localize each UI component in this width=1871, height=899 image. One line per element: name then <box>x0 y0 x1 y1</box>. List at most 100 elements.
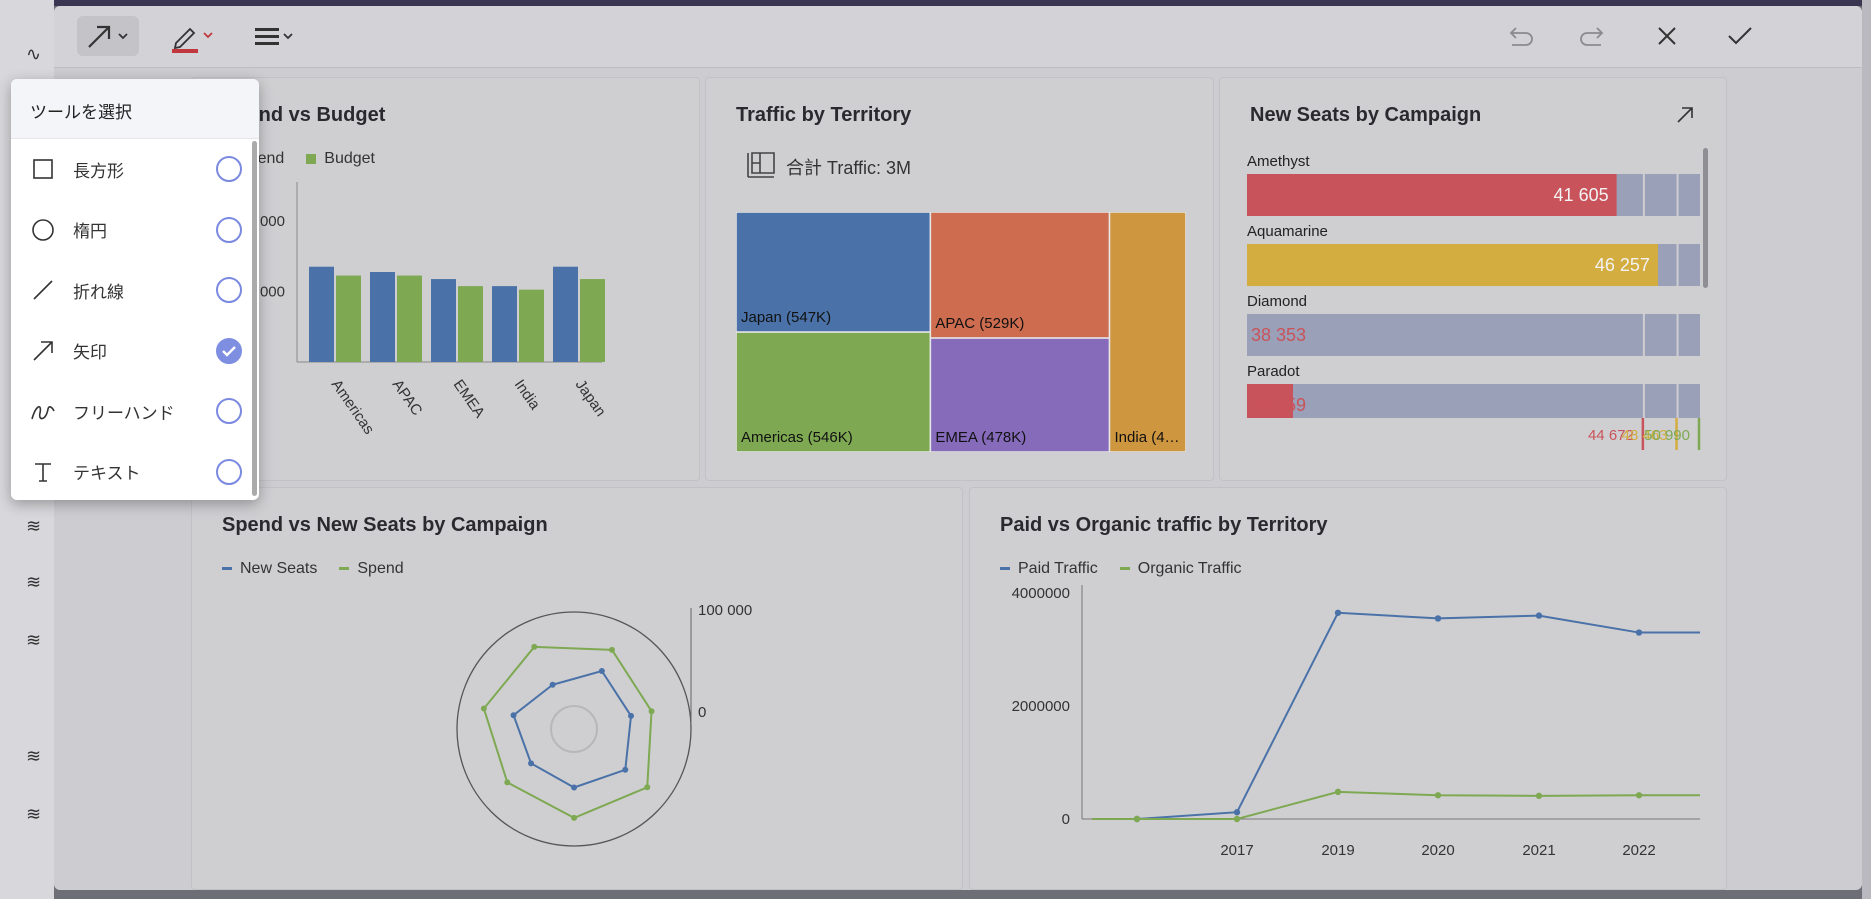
bullet-value: 46 257 <box>1595 255 1650 275</box>
legend-label: New Seats <box>240 560 318 577</box>
legend-item-organic[interactable]: Organic Traffic <box>1119 560 1242 578</box>
spend-budget-card[interactable]: Spend vs Budget Spend Budget 40 000 20 00… <box>191 77 700 481</box>
bar-budget-india <box>519 289 544 362</box>
radar-point <box>608 646 615 653</box>
layers-icon[interactable]: ≋ <box>26 746 42 766</box>
tool-option-line[interactable]: 折れ線 <box>11 260 259 321</box>
undo-button[interactable] <box>1500 16 1540 56</box>
treemap-tile <box>736 331 932 452</box>
tool-option-radio[interactable] <box>216 398 242 425</box>
treemap-tile <box>1108 212 1186 452</box>
activity-icon[interactable]: ∿ <box>26 44 42 64</box>
treemap-label: Americas (546K) <box>741 429 853 446</box>
traffic-card[interactable]: Traffic by Territory 合計 Traffic: 3M Japa… <box>705 77 1214 481</box>
y-tick-label: 0 <box>1062 811 1070 828</box>
line-series-paid-traffic <box>1092 611 1700 820</box>
background-scroll-edge <box>1862 0 1871 899</box>
radar-point <box>531 643 538 650</box>
layers-icon[interactable]: ≋ <box>26 804 42 824</box>
hamburger-icon <box>255 28 293 45</box>
x-tick-label: India <box>511 377 544 414</box>
tool-option-radio[interactable] <box>216 277 242 304</box>
tool-select-button[interactable] <box>77 16 139 56</box>
tool-option-freehand[interactable]: フリーハンド <box>11 381 259 442</box>
bullet-bar <box>1247 174 1617 216</box>
tool-option-radio[interactable] <box>216 216 242 243</box>
legend-swatch <box>306 153 317 164</box>
new-seats-card[interactable]: New Seats by Campaign Amethyst 41 605 Aqua… <box>1219 77 1727 481</box>
y-tick-label: 2000000 <box>1012 698 1070 715</box>
close-button[interactable] <box>1647 16 1687 56</box>
radar-card[interactable]: Spend vs New Seats by Campaign New Seats… <box>191 487 963 890</box>
treemap-label: APAC (529K) <box>935 315 1024 332</box>
bullet-value: 41 605 <box>1554 185 1609 205</box>
legend-item-budget[interactable]: Budget <box>306 150 375 168</box>
line-card[interactable]: Paid vs Organic traffic by Territory Pai… <box>969 487 1727 890</box>
card-title: Spend vs Budget <box>222 104 386 126</box>
menu-scrollbar[interactable] <box>252 141 257 496</box>
treemap-tile <box>929 212 1111 339</box>
tool-option-radio[interactable] <box>216 458 242 485</box>
treemap-tile <box>929 337 1111 452</box>
radar-series-new-seats <box>512 669 633 789</box>
bullet-name: Amethyst <box>1247 153 1310 170</box>
redo-button[interactable] <box>1573 16 1613 56</box>
bullet-value: 38 353 <box>1251 325 1306 345</box>
legend-item-new-seats[interactable]: New Seats <box>222 560 317 578</box>
radar-point <box>510 712 517 719</box>
bar-spend-japan <box>553 266 578 362</box>
tool-option-ellipse[interactable]: 楕円 <box>11 200 259 261</box>
bar-spend-india <box>492 286 517 362</box>
card-title: New Seats by Campaign <box>1250 104 1482 126</box>
stroke-menu-button[interactable] <box>246 16 300 56</box>
confirm-button[interactable] <box>1720 16 1760 56</box>
bar-spend-apac <box>370 272 395 362</box>
scrollbar[interactable] <box>1703 148 1708 288</box>
tool-option-label: フリーハンド <box>73 403 175 423</box>
tool-option-text[interactable]: テキスト <box>11 442 259 501</box>
tool-option-arrow[interactable]: 矢印 <box>11 321 259 382</box>
bullet-name: Aquamarine <box>1247 223 1328 240</box>
close-icon <box>1658 27 1676 45</box>
expand-arrow-icon[interactable] <box>1674 104 1696 126</box>
bar-budget-americas <box>336 275 361 362</box>
radar-point <box>648 708 655 715</box>
line-point <box>1635 629 1643 636</box>
radar-point <box>549 681 556 688</box>
line-series-organic-traffic <box>1092 790 1700 820</box>
tool-option-rectangle[interactable]: 長方形 <box>11 139 259 200</box>
layers-icon[interactable]: ≋ <box>26 630 42 650</box>
legend-item-paid[interactable]: Paid Traffic <box>1000 560 1098 578</box>
tool-option-label: 楕円 <box>73 222 107 242</box>
legend-item-spend[interactable]: Spend <box>339 560 404 578</box>
bar-budget-japan <box>580 279 605 362</box>
radar-series-spend <box>482 645 653 820</box>
line-chart: 4000000 2000000 0 2017 2019 2020 2021 2022 <box>1012 585 1700 859</box>
layers-icon[interactable]: ≋ <box>26 572 42 592</box>
radar-outer-ring <box>456 611 692 847</box>
line-point <box>1434 615 1442 622</box>
line-point <box>1133 815 1141 823</box>
x-tick-label: EMEA <box>450 377 488 422</box>
tool-option-radio-selected[interactable] <box>216 337 242 364</box>
bullet-name: Diamond <box>1247 293 1307 310</box>
pen-icon <box>172 27 213 53</box>
chart-legend: Paid Traffic Organic Traffic <box>1000 560 1242 578</box>
layers-icon[interactable]: ≋ <box>26 516 42 536</box>
tool-option-label: 長方形 <box>73 161 124 181</box>
x-tick-label: 2020 <box>1421 842 1454 859</box>
radar-point <box>598 667 605 674</box>
tool-option-label: 矢印 <box>73 343 107 363</box>
background-topbar <box>0 0 1871 6</box>
legend-label: Budget <box>324 150 375 167</box>
pen-color-button[interactable] <box>162 16 220 56</box>
bullet-track <box>1247 384 1700 418</box>
tool-option-radio[interactable] <box>216 156 242 183</box>
y-tick-label: 4000000 <box>1012 585 1070 602</box>
radar-point <box>628 712 635 719</box>
line-point <box>1535 612 1543 619</box>
bullet-value: 39 659 <box>1251 395 1306 415</box>
line-point <box>1334 788 1342 796</box>
threshold-label: 44 672 <box>1588 427 1634 444</box>
